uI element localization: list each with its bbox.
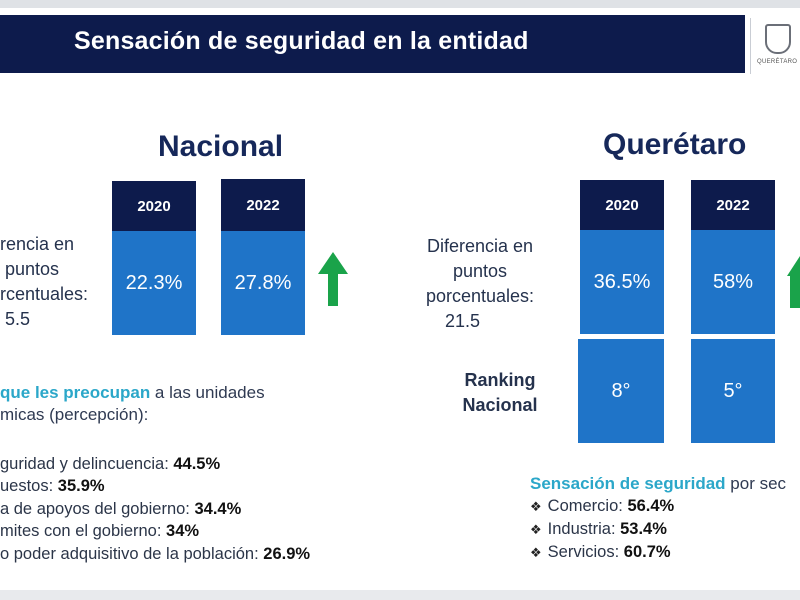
ranking-value-2020: 8° <box>578 339 664 443</box>
nacional-value-2020: 22.3% <box>112 231 196 335</box>
queretaro-title: Querétaro <box>603 128 747 161</box>
queretaro-value-2020: 36.5% <box>580 230 664 334</box>
nacional-difference-label: rencia en puntos rcentuales: 5.5 <box>0 234 89 329</box>
ranking-value-2022: 5° <box>691 339 775 443</box>
issues-heading: que les preocupan a las unidades micas (… <box>0 383 265 424</box>
sector-item: ❖ Comercio: 56.4% <box>530 497 675 515</box>
queretaro-value-2022: 58% <box>691 230 775 334</box>
issue-item: guridad y delincuencia: 44.5% <box>0 455 221 473</box>
header-bar <box>0 15 745 73</box>
nacional-value-2022: 27.8% <box>221 231 305 335</box>
queretaro-logo: QUERÉTARO <box>750 18 800 74</box>
issue-item: o poder adquisitivo de la población: 26.… <box>0 545 311 563</box>
queretaro-difference-label: Diferencia en puntos porcentuales: 21.5 <box>425 236 535 331</box>
coat-of-arms-icon <box>765 24 791 54</box>
sector-item: ❖ Industria: 53.4% <box>530 520 667 538</box>
bottom-frame <box>0 590 800 600</box>
sector-item: ❖ Servicios: 60.7% <box>530 543 671 561</box>
diamond-bullet-icon: ❖ <box>530 545 542 560</box>
issue-item: uestos: 35.9% <box>0 477 105 495</box>
ranking-label: Ranking Nacional <box>462 370 538 415</box>
nacional-year-2022: 2022 <box>221 179 305 231</box>
nacional-year-2020: 2020 <box>112 181 196 231</box>
issue-item: mites con el gobierno: 34% <box>0 522 200 540</box>
diamond-bullet-icon: ❖ <box>530 499 542 514</box>
queretaro-year-2022: 2022 <box>691 180 775 230</box>
queretaro-up-arrow-icon <box>787 254 800 308</box>
logo-text: QUERÉTARO <box>757 59 798 65</box>
diamond-bullet-icon: ❖ <box>530 522 542 537</box>
nacional-title: Nacional <box>158 130 284 163</box>
top-frame <box>0 0 800 8</box>
slide-title: Sensación de seguridad en la entidad <box>74 27 529 55</box>
nacional-up-arrow-icon <box>318 252 348 306</box>
sector-heading: Sensación de seguridad por sec <box>530 474 787 493</box>
queretaro-year-2020: 2020 <box>580 180 664 230</box>
issue-item: a de apoyos del gobierno: 34.4% <box>0 500 242 518</box>
